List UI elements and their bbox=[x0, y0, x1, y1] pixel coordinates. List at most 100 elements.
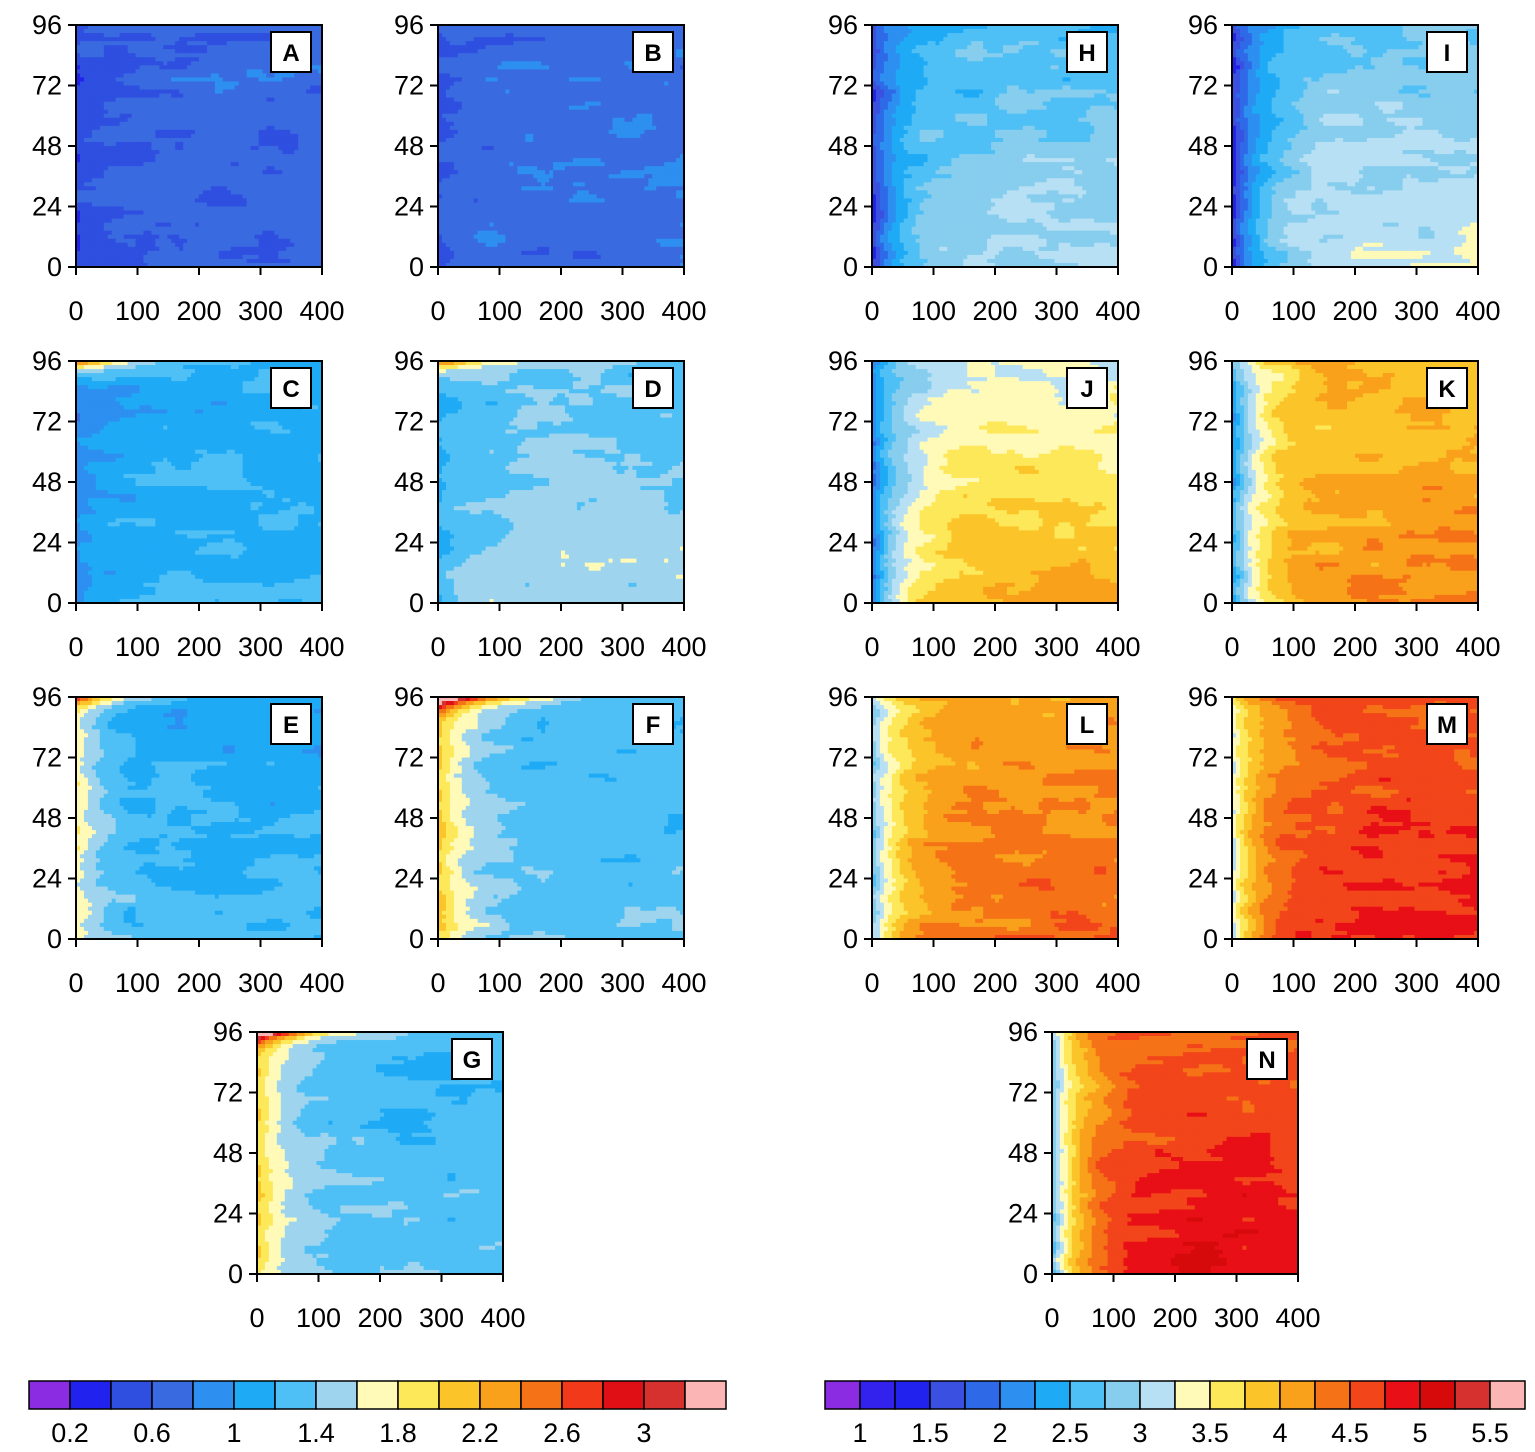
heatmap-cell bbox=[84, 69, 89, 74]
heatmap-cell bbox=[84, 73, 89, 78]
heatmap-cell bbox=[175, 29, 180, 34]
heatmap-cell bbox=[175, 61, 180, 66]
heatmap-cell bbox=[92, 49, 97, 54]
heatmap-cell bbox=[143, 49, 148, 54]
heatmap-cell bbox=[314, 69, 319, 74]
heatmap-cell bbox=[251, 33, 256, 38]
heatmap-cell bbox=[239, 57, 244, 62]
heatmap-cell bbox=[247, 57, 252, 62]
heatmap-cell bbox=[235, 37, 240, 42]
heatmap-cell bbox=[108, 69, 113, 74]
heatmap-cell bbox=[179, 29, 184, 34]
heatmap-cell bbox=[159, 33, 164, 38]
heatmap-cell bbox=[92, 53, 97, 58]
heatmap-cell bbox=[120, 33, 125, 38]
heatmap-cell bbox=[314, 61, 319, 66]
heatmap-cell bbox=[155, 29, 160, 34]
heatmap-cell bbox=[262, 49, 267, 54]
heatmap-cell bbox=[139, 29, 144, 34]
heatmap-cell bbox=[187, 69, 192, 74]
heatmap-cell bbox=[183, 45, 188, 50]
heatmap-cell bbox=[183, 69, 188, 74]
heatmap-cell bbox=[132, 29, 137, 34]
heatmap-cell bbox=[143, 65, 148, 70]
heatmap-cell bbox=[159, 69, 164, 74]
heatmap-cell bbox=[132, 49, 137, 54]
heatmap-cell bbox=[191, 69, 196, 74]
heatmap-cell bbox=[243, 41, 248, 46]
heatmap-cell bbox=[84, 29, 89, 34]
heatmap-cell bbox=[112, 29, 117, 34]
heatmap-cell bbox=[211, 29, 216, 34]
heatmap-cell bbox=[215, 49, 220, 54]
heatmap-cell bbox=[203, 41, 208, 46]
heatmap-cell bbox=[191, 29, 196, 34]
heatmap-cell bbox=[219, 61, 224, 66]
heatmap-cell bbox=[251, 65, 256, 70]
heatmap-cell bbox=[183, 61, 188, 66]
heatmap-cell bbox=[227, 49, 232, 54]
heatmap-cell bbox=[147, 69, 152, 74]
heatmap-cell bbox=[207, 57, 212, 62]
heatmap-cell bbox=[195, 49, 200, 54]
heatmap-cell bbox=[147, 41, 152, 46]
heatmap-cell bbox=[247, 33, 252, 38]
heatmap-cell bbox=[179, 61, 184, 66]
heatmap-cell bbox=[92, 37, 97, 42]
heatmap-cell bbox=[199, 53, 204, 58]
heatmap-cell bbox=[223, 69, 228, 74]
heatmap-cell bbox=[171, 65, 176, 70]
heatmap-cell bbox=[167, 41, 172, 46]
heatmap-cell bbox=[219, 57, 224, 62]
heatmap-cell bbox=[235, 45, 240, 50]
heatmap-cell bbox=[179, 45, 184, 50]
heatmap-cell bbox=[104, 53, 109, 58]
heatmap-cell bbox=[199, 61, 204, 66]
heatmap-cell bbox=[171, 37, 176, 42]
heatmap-cell bbox=[132, 33, 137, 38]
heatmap-cell bbox=[159, 49, 164, 54]
heatmap-cell bbox=[120, 37, 125, 42]
heatmap-cell bbox=[231, 69, 236, 74]
heatmap-cell bbox=[112, 57, 117, 62]
heatmap-cell bbox=[116, 61, 121, 66]
heatmap-cell bbox=[199, 65, 204, 70]
heatmap-cell bbox=[132, 65, 137, 70]
heatmap-cell bbox=[203, 61, 208, 66]
heatmap-cell bbox=[187, 57, 192, 62]
heatmap-cell bbox=[191, 41, 196, 46]
heatmap-cell bbox=[155, 49, 160, 54]
heatmap-cell bbox=[96, 57, 101, 62]
heatmap-cell bbox=[251, 61, 256, 66]
heatmap-cell bbox=[116, 41, 121, 46]
heatmap-cell bbox=[211, 69, 216, 74]
heatmap-cell bbox=[247, 41, 252, 46]
heatmap-cell bbox=[124, 69, 129, 74]
heatmap-cell bbox=[155, 65, 160, 70]
heatmap-cell bbox=[100, 73, 105, 78]
heatmap-cell bbox=[175, 69, 180, 74]
heatmap-cell bbox=[128, 53, 133, 58]
heatmap-cell bbox=[255, 57, 260, 62]
heatmap-cell bbox=[211, 33, 216, 38]
heatmap-cell bbox=[151, 57, 156, 62]
heatmap-cell bbox=[179, 41, 184, 46]
heatmap-cell bbox=[128, 33, 133, 38]
heatmap-cell bbox=[191, 61, 196, 66]
heatmap-cell bbox=[259, 29, 264, 34]
heatmap-cell bbox=[112, 61, 117, 66]
heatmap-cell bbox=[163, 57, 168, 62]
heatmap-cell bbox=[183, 41, 188, 46]
heatmap-cell bbox=[207, 49, 212, 54]
heatmap-cell bbox=[132, 57, 137, 62]
heatmap-cell bbox=[239, 41, 244, 46]
heatmap-cell bbox=[139, 69, 144, 74]
heatmap-cell bbox=[116, 53, 121, 58]
heatmap-cell bbox=[96, 61, 101, 66]
heatmap-cell bbox=[231, 29, 236, 34]
heatmap-cell bbox=[124, 29, 129, 34]
heatmap-cell bbox=[120, 73, 125, 78]
heatmap-cell bbox=[159, 45, 164, 50]
heatmap-cell bbox=[163, 61, 168, 66]
heatmap-cell bbox=[136, 49, 141, 54]
